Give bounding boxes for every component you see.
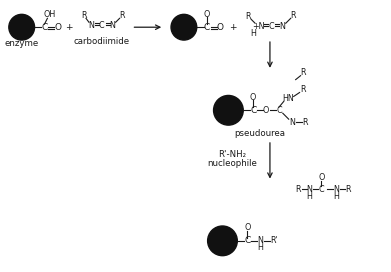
Text: R: R xyxy=(345,185,351,194)
Text: +: + xyxy=(229,23,236,32)
Text: nucleophile: nucleophile xyxy=(207,159,257,168)
Text: O: O xyxy=(263,106,269,115)
Text: R: R xyxy=(300,85,305,94)
Circle shape xyxy=(208,226,237,256)
Text: R: R xyxy=(302,118,307,127)
Text: O: O xyxy=(250,93,256,102)
Text: H: H xyxy=(257,243,263,252)
Text: enzyme: enzyme xyxy=(5,39,39,48)
Circle shape xyxy=(213,95,243,125)
Text: H: H xyxy=(333,192,339,201)
Text: N: N xyxy=(110,21,116,30)
Text: N: N xyxy=(257,236,263,245)
Text: R: R xyxy=(119,11,124,20)
Text: C: C xyxy=(99,21,105,30)
Text: O: O xyxy=(217,23,224,32)
Text: carbodiimide: carbodiimide xyxy=(74,36,130,45)
Text: N: N xyxy=(279,22,285,31)
Text: O: O xyxy=(203,10,210,19)
Text: N: N xyxy=(333,185,339,194)
Text: HN: HN xyxy=(282,94,294,103)
Circle shape xyxy=(9,14,34,40)
Text: OH: OH xyxy=(43,10,56,19)
Text: pseudourea: pseudourea xyxy=(235,129,285,138)
Text: N: N xyxy=(289,118,295,127)
Text: C: C xyxy=(250,106,256,115)
Text: N: N xyxy=(88,21,94,30)
Text: C: C xyxy=(276,106,282,115)
Text: O: O xyxy=(318,173,325,182)
Text: C: C xyxy=(41,23,48,32)
Text: H: H xyxy=(250,29,256,38)
Text: R: R xyxy=(81,11,87,20)
Text: C: C xyxy=(319,185,324,194)
Text: H: H xyxy=(307,192,312,201)
Text: C: C xyxy=(204,23,210,32)
Text: C: C xyxy=(268,22,274,31)
Text: R: R xyxy=(295,185,300,194)
Text: R'-NH₂: R'-NH₂ xyxy=(218,150,246,159)
Text: +: + xyxy=(65,23,73,32)
Text: R': R' xyxy=(270,236,278,245)
Circle shape xyxy=(171,14,197,40)
Text: O: O xyxy=(55,23,62,32)
Text: R: R xyxy=(300,68,305,77)
Text: C: C xyxy=(244,236,250,245)
Text: O: O xyxy=(244,224,250,233)
Text: N: N xyxy=(307,185,312,194)
Text: R: R xyxy=(246,12,251,21)
Text: R: R xyxy=(290,11,296,20)
Text: +N: +N xyxy=(252,22,264,31)
